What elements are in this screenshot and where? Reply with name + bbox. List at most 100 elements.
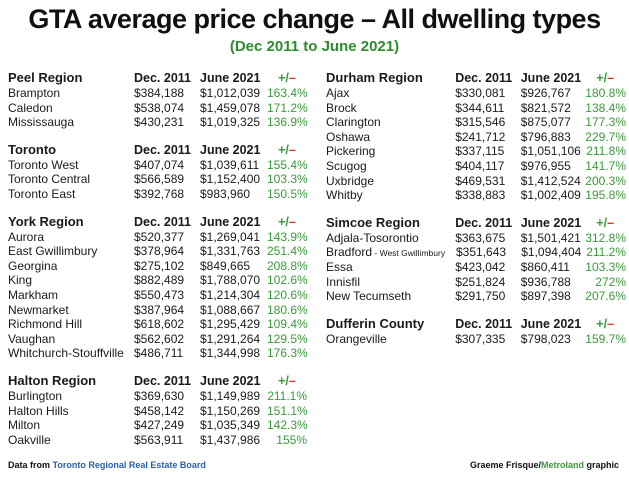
plus-label: +/ bbox=[278, 71, 289, 85]
city-name: King bbox=[8, 273, 134, 288]
city-name: Whitchurch-Stouffville bbox=[8, 346, 134, 361]
table-row: Georgina $275,102 $849,665 208.8% bbox=[8, 259, 308, 274]
price-june-2021: $1,088,667 bbox=[200, 302, 261, 317]
city-label: Richmond Hill bbox=[8, 317, 83, 332]
price-june-2021: $821,572 bbox=[520, 100, 571, 115]
region-name: Durham Region bbox=[326, 70, 423, 85]
city-name: Newmarket bbox=[8, 303, 134, 318]
table-row: Pickering $337,115 $1,051,106 211.8% bbox=[326, 144, 626, 159]
city-name: Brampton bbox=[8, 86, 134, 101]
region-header: Toronto Dec. 2011 June 2021 +/– bbox=[8, 142, 308, 158]
table-row: Vaughan $562,602 $1,291,264 129.5% bbox=[8, 332, 308, 347]
percent-change: 129.5% bbox=[267, 331, 308, 346]
table-row: Scugog $404,117 $976,955 141.7% bbox=[326, 159, 626, 174]
column-header-june-2021: June 2021 bbox=[520, 316, 582, 331]
percent-change: 312.8% bbox=[585, 230, 626, 245]
city-name: Toronto West bbox=[8, 158, 134, 173]
region-name: Toronto bbox=[8, 141, 57, 157]
percent-change: 272% bbox=[595, 274, 626, 289]
price-june-2021: $860,411 bbox=[520, 259, 570, 274]
city-name: New Tecumseth bbox=[326, 289, 443, 304]
city-name: Clarington bbox=[326, 115, 443, 130]
region-header: Halton Region Dec. 2011 June 2021 +/– bbox=[8, 373, 308, 389]
city-name: Scugog bbox=[326, 159, 443, 174]
column-header-dec-2011: Dec. 2011 bbox=[455, 71, 513, 85]
table-row: Toronto East $392,768 $983,960 150.5% bbox=[8, 187, 308, 202]
price-dec-2011: $520,377 bbox=[134, 229, 185, 244]
price-june-2021: $798,023 bbox=[520, 331, 571, 346]
percent-change: 109.4% bbox=[267, 317, 308, 332]
column-header-june-2021: June 2021 bbox=[520, 71, 582, 85]
table-row: Ajax $330,081 $926,767 180.8% bbox=[326, 86, 626, 101]
city-label: Oshawa bbox=[326, 129, 371, 144]
percent-change: 136.9% bbox=[267, 115, 308, 130]
price-june-2021: $1,150,269 bbox=[200, 403, 261, 418]
region-header: Dufferin County Dec. 2011 June 2021 +/– bbox=[326, 316, 626, 332]
city-name: East Gwillimbury bbox=[8, 244, 134, 259]
table-row: Toronto West $407,074 $1,039,611 155.4% bbox=[8, 158, 308, 173]
city-name: Adjala-Tosorontio bbox=[326, 231, 443, 246]
percent-change: 200.3% bbox=[585, 173, 626, 188]
minus-label: – bbox=[607, 316, 615, 331]
percent-change: 120.6% bbox=[267, 287, 308, 302]
city-name: Richmond Hill bbox=[8, 317, 134, 332]
table-row: Newmarket $387,964 $1,088,667 180.6% bbox=[8, 303, 308, 318]
city-label: Toronto Central bbox=[8, 172, 91, 187]
price-dec-2011: $344,611 bbox=[455, 100, 505, 115]
column-header-dec-2011: Dec. 2011 bbox=[134, 214, 191, 229]
price-june-2021: $1,291,264 bbox=[200, 331, 261, 346]
city-name: Essa bbox=[326, 260, 443, 275]
price-june-2021: $1,019,325 bbox=[200, 115, 261, 130]
column-header-change: +/– bbox=[584, 215, 626, 231]
percent-change: 141.7% bbox=[585, 158, 626, 173]
city-label: Milton bbox=[8, 418, 41, 433]
table-row: Bradford - West Gwillimbury $351,643 $1,09… bbox=[326, 245, 626, 260]
column-header-dec-2011: Dec. 2011 bbox=[134, 142, 191, 157]
percent-change: 180.6% bbox=[267, 302, 308, 317]
table-row: Brock $344,611 $821,572 138.4% bbox=[326, 101, 626, 116]
price-dec-2011: $251,824 bbox=[455, 274, 506, 289]
credit-brand: Metroland bbox=[540, 460, 584, 470]
price-dec-2011: $538,074 bbox=[134, 100, 185, 115]
plus-label: +/ bbox=[278, 214, 289, 229]
city-name: Ajax bbox=[326, 86, 443, 101]
plus-label: +/ bbox=[278, 373, 289, 388]
region-header: York Region Dec. 2011 June 2021 +/– bbox=[8, 214, 308, 230]
table-row: Milton $427,249 $1,035,349 142.3% bbox=[8, 418, 308, 433]
price-dec-2011: $338,883 bbox=[455, 188, 506, 203]
table-row: Innisfil $251,824 $936,788 272% bbox=[326, 275, 626, 290]
percent-change: 211.8% bbox=[586, 144, 626, 159]
credit-suffix: graphic bbox=[583, 460, 619, 470]
city-label: Oakville bbox=[8, 432, 51, 447]
column-header-change: +/– bbox=[584, 70, 626, 86]
plus-label: +/ bbox=[596, 71, 608, 85]
table-row: Richmond Hill $618,602 $1,295,429 109.4% bbox=[8, 317, 308, 332]
city-label: Vaughan bbox=[8, 331, 56, 346]
left-column: Peel Region Dec. 2011 June 2021 +/– Brampton… bbox=[8, 70, 308, 459]
price-dec-2011: $562,602 bbox=[134, 331, 185, 346]
plus-label: +/ bbox=[278, 142, 289, 157]
price-june-2021: $1,002,409 bbox=[520, 188, 581, 203]
price-dec-2011: $387,964 bbox=[134, 302, 185, 317]
percent-change: 102.6% bbox=[267, 273, 308, 288]
price-dec-2011: $378,964 bbox=[134, 244, 185, 259]
table-row: Oakville $563,911 $1,437,986 155% bbox=[8, 433, 308, 448]
percent-change: 171.2% bbox=[267, 100, 308, 115]
percent-change: 138.4% bbox=[585, 100, 626, 115]
page-subtitle: (Dec 2011 to June 2021) bbox=[229, 38, 400, 55]
price-june-2021: $1,459,078 bbox=[200, 100, 261, 115]
price-dec-2011: $618,602 bbox=[134, 317, 185, 332]
city-name: Mississauga bbox=[8, 115, 134, 130]
city-label: Clarington bbox=[326, 115, 381, 130]
region-table: Toronto Dec. 2011 June 2021 +/– Toronto West… bbox=[8, 142, 308, 202]
price-june-2021: $1,012,039 bbox=[200, 86, 261, 100]
column-header-change: +/– bbox=[267, 70, 307, 86]
table-row: Burlington $369,630 $1,149,989 211.1% bbox=[8, 389, 308, 404]
price-june-2021: $1,152,400 bbox=[200, 172, 261, 187]
price-june-2021: $1,269,041 bbox=[200, 229, 261, 244]
column-header-change: +/– bbox=[267, 214, 307, 230]
column-header-dec-2011: Dec. 2011 bbox=[134, 373, 191, 388]
city-name: Milton bbox=[8, 418, 134, 433]
price-dec-2011: $882,489 bbox=[134, 273, 185, 288]
price-dec-2011: $430,231 bbox=[134, 115, 185, 130]
